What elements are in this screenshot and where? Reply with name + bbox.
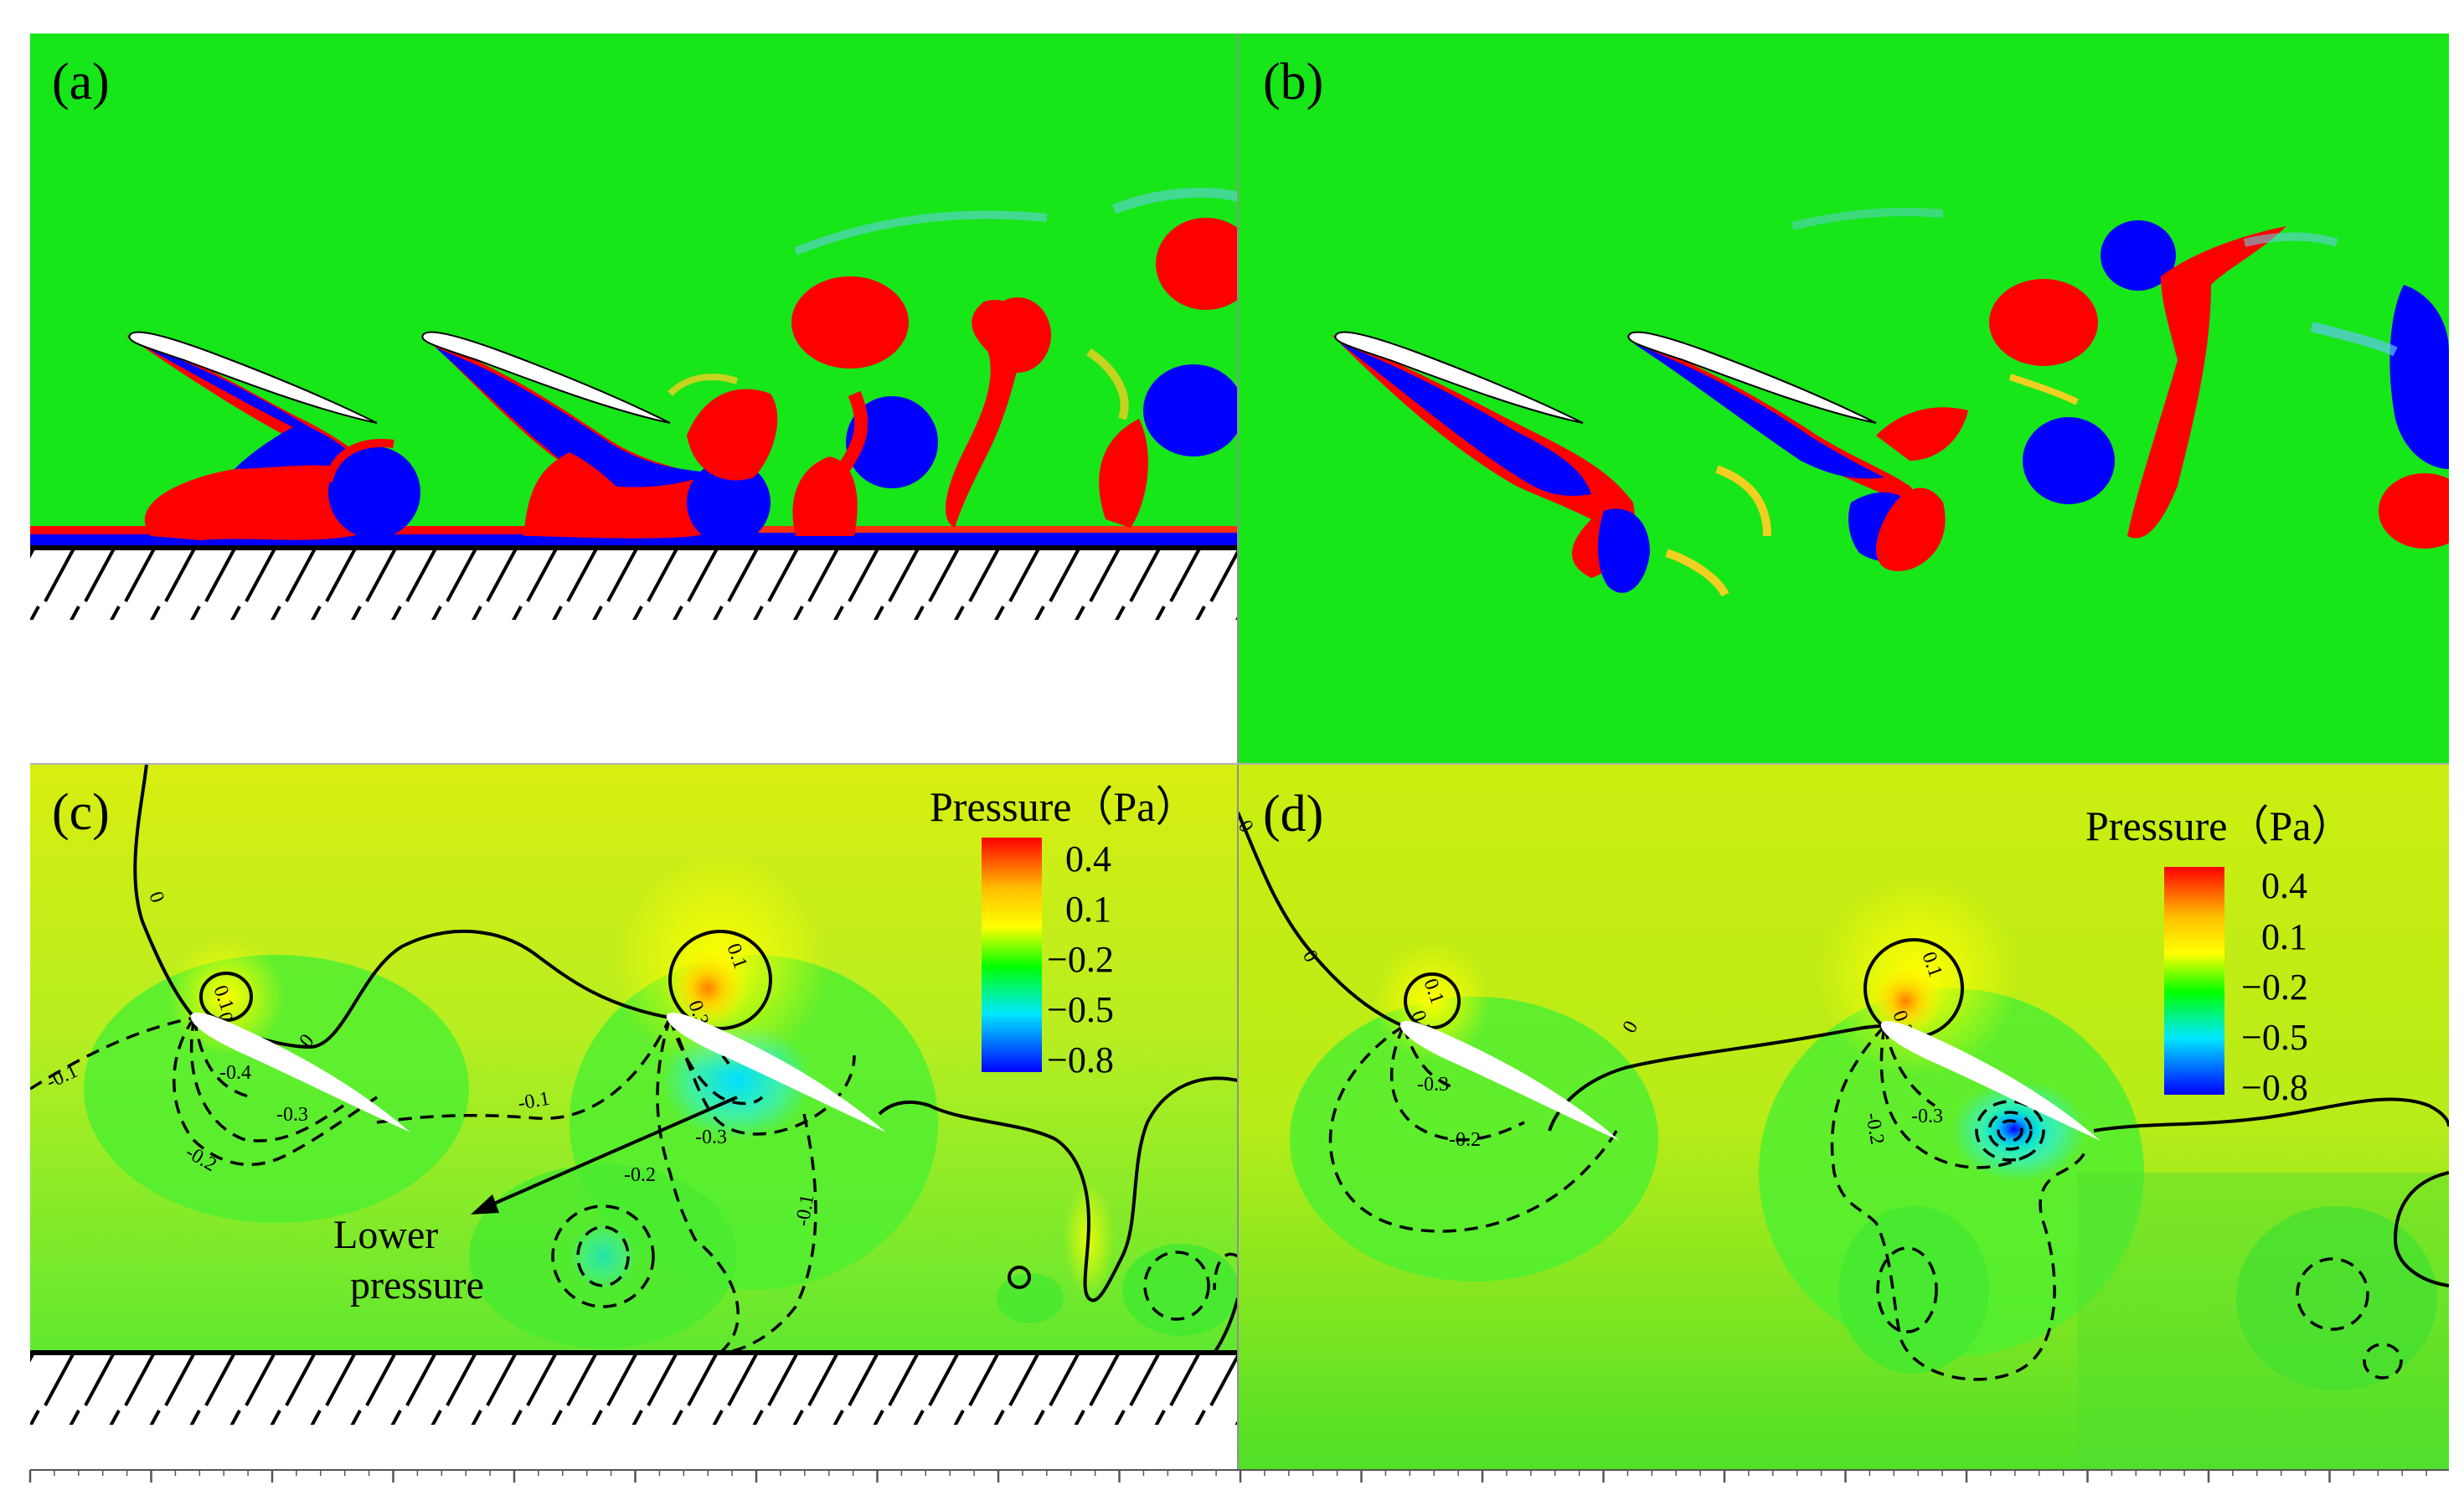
panel-c-ground	[30, 1353, 1238, 1425]
panel-d-legend-title: Pressure（Pa）	[2085, 802, 2353, 849]
lower-pressure-label-line1: Lower	[333, 1213, 438, 1257]
svg-text:-0.1: -0.1	[517, 1088, 552, 1115]
panel-d-legend-tick-3: −0.5	[2241, 1017, 2308, 1058]
panel-b: (b)	[1238, 34, 2449, 764]
panel-d-legend-tick-1: 0.1	[2261, 916, 2307, 957]
panel-d-dashed-contours	[1328, 1024, 2403, 1381]
panel-c-legend-tick-1: 0.1	[1065, 889, 1111, 930]
panel-d-label: (d)	[1263, 786, 1323, 843]
svg-text:-0.2: -0.2	[1861, 1111, 1888, 1147]
svg-text:-0.3: -0.3	[276, 1104, 308, 1126]
panel-b-label: (b)	[1263, 54, 1323, 111]
panel-d-colorbar	[2164, 867, 2224, 1095]
svg-text:-0.3: -0.3	[695, 1127, 727, 1148]
panel-c-label: (c)	[52, 784, 110, 841]
panel-a-label: (a)	[52, 54, 110, 111]
svg-text:-0.4: -0.4	[219, 1062, 251, 1084]
panel-b-vortex-field	[1332, 208, 2449, 597]
panel-c-legend-tick-0: 0.4	[1065, 838, 1111, 879]
svg-text:-0.3: -0.3	[1911, 1106, 1943, 1127]
panel-c: 0 0.1 0.1 0.3 0.3 -0.4 -0.3 -0.2 -0.1 -0…	[30, 764, 1238, 1425]
panel-d-legend: Pressure（Pa） 0.4 0.1 −0.2 −0.5 −0.8	[2085, 802, 2353, 1108]
bottom-scale-axis	[28, 1469, 2449, 1483]
panel-c-colorbar	[982, 838, 1042, 1072]
panel-a: (a)	[30, 34, 1238, 620]
panel-d-legend-tick-2: −0.2	[2241, 967, 2308, 1008]
svg-text:-0.1: -0.1	[791, 1193, 818, 1228]
panel-d-legend-tick-0: 0.4	[2261, 865, 2307, 906]
panel-a-ground	[30, 548, 1238, 620]
panel-c-legend: Pressure（Pa） 0.4 0.1 −0.2 −0.5 −0.8	[930, 783, 1197, 1080]
panel-c-legend-tick-3: −0.5	[1047, 989, 1114, 1030]
panel-c-contours	[133, 764, 1238, 1353]
panel-d-pressure-field: 0 0 0.1 0.1 0.3 0.3 -0.3 -0.2 -0.3 -0.2 …	[1238, 812, 2449, 1470]
panel-d-contours	[1238, 812, 2449, 1287]
lower-pressure-arrow	[487, 1096, 738, 1208]
lower-pressure-label-line2: pressure	[350, 1263, 484, 1307]
svg-text:-0.3: -0.3	[1417, 1074, 1449, 1096]
panel-a-vortex-field	[30, 188, 1238, 548]
lower-pressure-arrowhead	[471, 1194, 499, 1214]
panel-c-pressure-field: 0 0.1 0.1 0.3 0.3 -0.4 -0.3 -0.2 -0.1 -0…	[30, 764, 1238, 1353]
svg-text:-0.2: -0.2	[1449, 1129, 1481, 1151]
panel-d-legend-tick-4: −0.8	[2241, 1067, 2308, 1108]
panel-c-legend-tick-4: −0.8	[1047, 1039, 1114, 1080]
panel-d: 0 0 0.1 0.1 0.3 0.3 -0.3 -0.2 -0.3 -0.2 …	[1238, 764, 2449, 1470]
panel-c-legend-tick-2: −0.2	[1047, 939, 1114, 980]
svg-text:-0.2: -0.2	[624, 1164, 656, 1186]
panel-c-legend-title: Pressure（Pa）	[930, 783, 1197, 830]
